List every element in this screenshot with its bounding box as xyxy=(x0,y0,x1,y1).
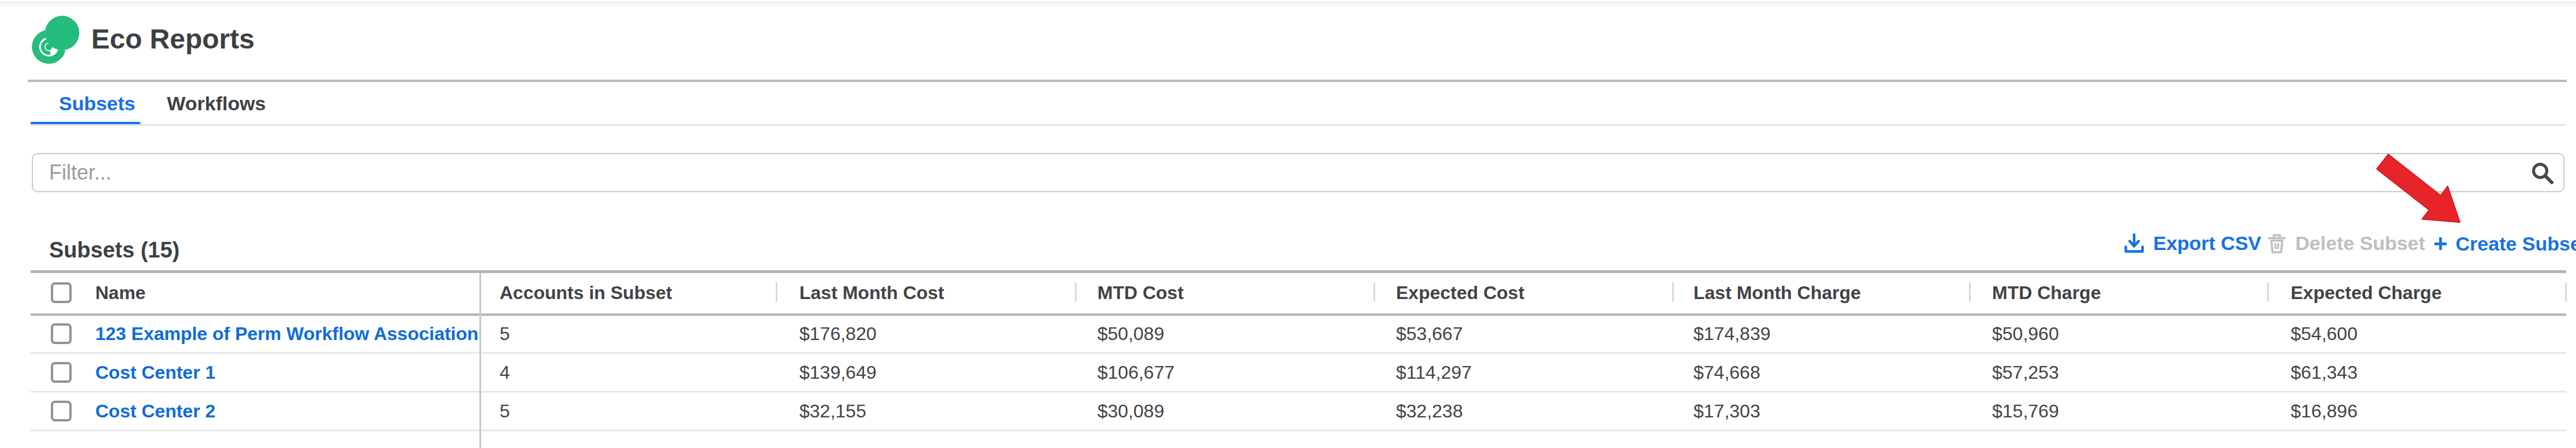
table-header-border xyxy=(31,313,2566,316)
column-header-mtd-cost[interactable]: MTD Cost xyxy=(1097,283,1183,303)
accounts-in-subset-value: 4 xyxy=(500,362,510,383)
name-column-divider xyxy=(479,273,481,448)
mtd-cost-value: $30,089 xyxy=(1097,401,1164,421)
last-month-charge-value: $174,839 xyxy=(1693,323,1770,344)
filter-input[interactable] xyxy=(32,153,2564,192)
expected-charge-value: $61,343 xyxy=(2291,362,2358,383)
column-header-name[interactable]: Name xyxy=(95,283,146,303)
expected-cost-value: $32,238 xyxy=(1396,401,1463,421)
tab-subsets[interactable]: Subsets xyxy=(59,92,135,115)
mtd-cost-value: $50,089 xyxy=(1097,323,1164,344)
download-icon xyxy=(2123,233,2145,255)
expected-charge-value: $16,896 xyxy=(2291,401,2358,421)
create-subset-button[interactable]: + Create Subset xyxy=(2433,232,2576,255)
column-divider xyxy=(776,282,777,302)
export-csv-button[interactable]: Export CSV xyxy=(2123,232,2261,255)
column-divider xyxy=(2565,282,2567,302)
row-divider xyxy=(31,352,2566,354)
delete-subset-label: Delete Subset xyxy=(2295,232,2425,255)
tab-workflows[interactable]: Workflows xyxy=(167,92,266,115)
accounts-in-subset-value: 5 xyxy=(500,401,510,421)
expected-cost-value: $114,297 xyxy=(1396,362,1472,383)
column-header-accounts[interactable]: Accounts in Subset xyxy=(500,283,672,303)
export-csv-label: Export CSV xyxy=(2153,232,2261,255)
column-divider xyxy=(2267,282,2269,302)
page-title: Eco Reports xyxy=(91,23,255,55)
mtd-charge-value: $57,253 xyxy=(1992,362,2059,383)
eco-reports-page: Eco Reports Subsets Workflows Subsets (1… xyxy=(0,0,2576,448)
mtd-charge-value: $15,769 xyxy=(1992,401,2059,421)
last-month-charge-value: $74,668 xyxy=(1693,362,1760,383)
top-shadow xyxy=(0,3,2576,9)
column-divider xyxy=(1969,282,1971,302)
section-title: Subsets (15) xyxy=(49,238,180,263)
eco-logo-icon xyxy=(29,15,84,68)
subset-name-link[interactable]: Cost Center 2 xyxy=(95,401,215,421)
select-all-checkbox[interactable] xyxy=(51,282,72,303)
row-checkbox[interactable] xyxy=(51,401,72,421)
expected-cost-value: $53,667 xyxy=(1396,323,1463,344)
subset-name-link[interactable]: 123 Example of Perm Workflow Association xyxy=(95,323,478,344)
column-header-last-month-charge[interactable]: Last Month Charge xyxy=(1693,283,1861,303)
column-header-mtd-charge[interactable]: MTD Charge xyxy=(1992,283,2101,303)
accounts-in-subset-value: 5 xyxy=(500,323,510,344)
mtd-charge-value: $50,960 xyxy=(1992,323,2059,344)
column-divider xyxy=(1672,282,1674,302)
row-divider xyxy=(31,391,2566,393)
row-checkbox[interactable] xyxy=(51,323,72,344)
subset-name-link[interactable]: Cost Center 1 xyxy=(95,362,215,383)
column-header-expected-cost[interactable]: Expected Cost xyxy=(1396,283,1524,303)
delete-subset-button[interactable]: Delete Subset xyxy=(2266,232,2425,255)
column-divider xyxy=(1373,282,1375,302)
column-divider xyxy=(1075,282,1077,302)
row-divider xyxy=(31,430,2566,431)
last-month-cost-value: $139,649 xyxy=(799,362,876,383)
expected-charge-value: $54,600 xyxy=(2291,323,2358,344)
table-top-border xyxy=(31,270,2566,273)
column-header-expected-charge[interactable]: Expected Charge xyxy=(2291,283,2441,303)
tabs-divider xyxy=(31,124,2566,126)
plus-icon: + xyxy=(2433,232,2448,255)
row-checkbox[interactable] xyxy=(51,362,72,383)
search-icon xyxy=(2530,161,2555,185)
last-month-cost-value: $176,820 xyxy=(799,323,876,344)
mtd-cost-value: $106,677 xyxy=(1097,362,1174,383)
header-divider xyxy=(28,80,2567,82)
trash-icon xyxy=(2266,233,2287,255)
column-header-last-month-cost[interactable]: Last Month Cost xyxy=(799,283,944,303)
last-month-charge-value: $17,303 xyxy=(1693,401,1760,421)
create-subset-label: Create Subset xyxy=(2456,233,2576,255)
last-month-cost-value: $32,155 xyxy=(799,401,866,421)
